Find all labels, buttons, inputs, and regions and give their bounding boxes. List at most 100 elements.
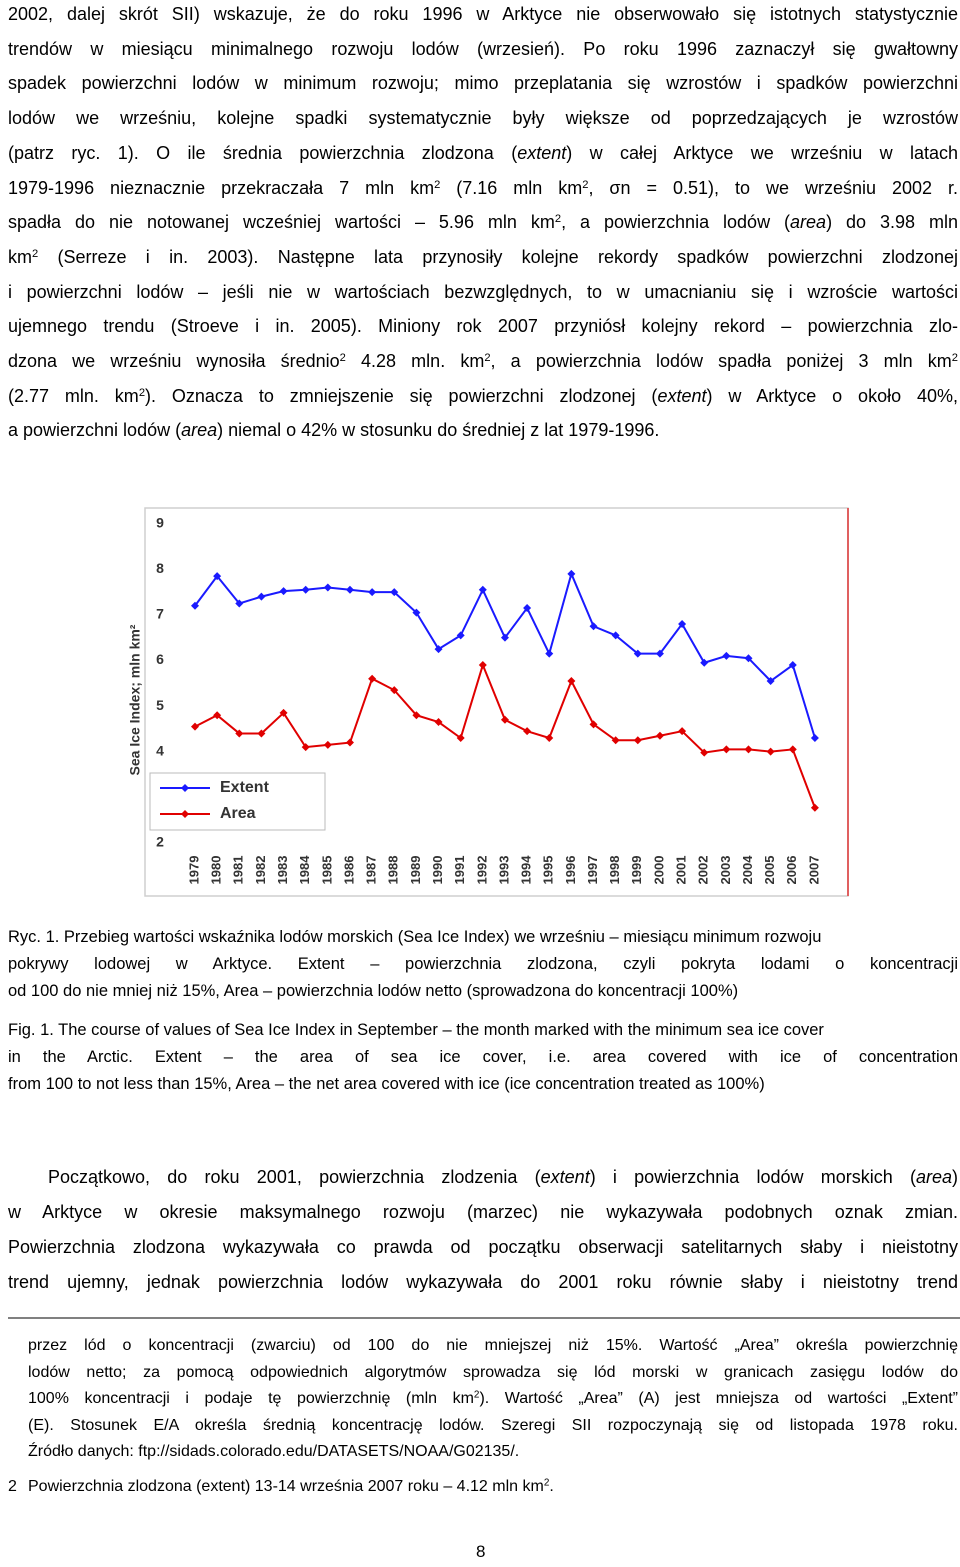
data-point: [213, 711, 222, 720]
superscript: 2: [951, 351, 958, 364]
data-point: [810, 734, 819, 742]
data-point: [589, 720, 598, 729]
x-tick-label: 1983: [275, 856, 290, 885]
data-point: [523, 727, 532, 736]
x-tick-label: 1988: [386, 856, 401, 885]
text: Powierzchnia zlodzona wykazywała co praw…: [8, 1237, 958, 1257]
text-line: przez lód o koncentracji (zwarciu) od 10…: [28, 1333, 958, 1360]
x-tick-label: 1985: [319, 856, 334, 885]
text: i powierzchni lodów – jeśli nie w wartoś…: [8, 281, 958, 302]
data-point: [279, 708, 288, 717]
x-tick-label: 2000: [651, 856, 666, 885]
data-point: [744, 745, 753, 754]
text: dzona we wrześniu wynosiła średnio: [8, 351, 340, 372]
text-line: from 100 to not less than 15%, Area – th…: [8, 1071, 958, 1098]
series-line: [194, 662, 816, 809]
superscript: 2: [138, 386, 146, 399]
y-tick-label: 6: [156, 651, 164, 667]
text-line: Ryc. 1. Przebieg wartości wskaźnika lodó…: [8, 924, 958, 951]
data-point: [368, 588, 377, 597]
data-point: [788, 745, 797, 754]
italic-text: area: [915, 1167, 952, 1187]
text: ). Wartość „Area” (A) jest mniejsza od w…: [479, 1390, 958, 1407]
chart-frame: [144, 507, 849, 897]
data-point: [678, 620, 687, 628]
text-line: spadła do nie notowanej wcześniej wartoś…: [8, 205, 958, 240]
text-line: trend ujemny, jednak powierzchnia lodów …: [8, 1265, 958, 1300]
data-point: [500, 633, 509, 642]
data-point: [700, 748, 709, 757]
x-tick-label: 2002: [696, 856, 711, 885]
text: (patrz ryc. 1). O ile średnia powierzchn…: [8, 142, 518, 163]
y-tick-label: 5: [156, 697, 164, 713]
legend-box: [149, 772, 326, 831]
text: ) niemal o 42% w stosunku do średniej z …: [217, 420, 660, 441]
data-point: [456, 631, 465, 640]
data-point: [655, 731, 664, 740]
x-tick-label: 1986: [341, 856, 356, 885]
data-point: [213, 572, 222, 581]
text: lodów we wrześniu, kolejne spadki system…: [8, 108, 958, 129]
text-line: pokrywy lodowej w Arktyce. Extent – powi…: [8, 951, 958, 978]
text: lodów netto; za pomocą odpowiednich algo…: [28, 1363, 958, 1381]
data-point: [478, 661, 487, 670]
data-point: [301, 585, 310, 594]
text: ujemnego trendu (Stroeve i in. 2005). Mi…: [8, 316, 958, 337]
text-line: Powierzchnia zlodzona wykazywała co praw…: [8, 1230, 958, 1265]
x-tick-label: 1979: [186, 856, 201, 885]
data-point: [434, 718, 443, 727]
data-point: [589, 622, 598, 631]
text: ) w Arktyce o około 40%,: [706, 385, 958, 406]
data-point: [301, 743, 310, 752]
paragraph: 2002, dalej skrót SII) wskazuje, że do r…: [8, 0, 958, 448]
data-point: [500, 715, 509, 724]
y-tick-label: 7: [156, 606, 164, 622]
legend-marker: [181, 810, 189, 818]
text: 1979-1996 nieznacznie przekraczała 7 mln…: [8, 177, 435, 198]
x-tick-label: 1997: [585, 856, 600, 885]
text: trendów w miesiącu minimalnego rozwoju l…: [8, 38, 958, 59]
text: Początkowo, do roku 2001, powierzchnia z…: [48, 1167, 541, 1187]
paragraph: Początkowo, do roku 2001, powierzchnia z…: [8, 1160, 958, 1300]
x-tick-label: 2003: [718, 856, 733, 885]
x-tick-label: 1996: [563, 856, 578, 885]
text: (E). Stosunek E/A określa średnią koncen…: [28, 1416, 958, 1434]
text: (2.77 mln. km: [8, 385, 139, 406]
superscript: 2: [582, 178, 589, 191]
superscript: 2: [339, 351, 346, 364]
text: w Arktyce w okresie maksymalnego rozwoju…: [8, 1202, 958, 1222]
x-tick-label: 1991: [452, 856, 467, 885]
text: trend ujemny, jednak powierzchnia lodów …: [8, 1272, 958, 1292]
text: 2002, dalej skrót SII) wskazuje, że do r…: [8, 4, 958, 24]
data-point: [545, 734, 554, 742]
data-point: [257, 592, 266, 601]
y-tick-label: 9: [156, 514, 164, 530]
page-number: 8: [476, 1542, 486, 1561]
data-point: [722, 745, 731, 754]
text: ) w całej Arktyce we wrześniu w latach: [566, 142, 958, 163]
data-point: [478, 585, 487, 594]
text: , σn = 0.51), to we wrześniu 2002 r.: [588, 177, 958, 198]
text: spadek powierzchni lodów w minimum rozwo…: [8, 73, 958, 94]
text-line: (E). Stosunek E/A określa średnią koncen…: [28, 1413, 958, 1440]
data-point: [434, 645, 443, 654]
x-tick-label: 1990: [430, 856, 445, 885]
y-tick-label: 4: [156, 742, 164, 758]
x-tick-label: 1994: [519, 855, 534, 885]
text-line: trendów w miesiącu minimalnego rozwoju l…: [8, 32, 958, 67]
text: Ryc. 1. Przebieg wartości wskaźnika lodó…: [8, 928, 822, 946]
data-point: [567, 677, 576, 685]
legend-label: Area: [220, 805, 256, 822]
x-tick-label: 2001: [674, 856, 689, 885]
text: , a powierzchnia lodów (: [561, 212, 791, 233]
data-point: [545, 649, 554, 658]
data-point: [390, 588, 399, 597]
y-tick-label: 3: [156, 788, 164, 804]
x-tick-label: 1995: [541, 856, 556, 885]
superscript: 2: [543, 1477, 550, 1489]
data-point: [345, 738, 354, 747]
text: ) do 3.98 mln: [826, 212, 958, 233]
superscript: 2: [434, 178, 441, 191]
data-point: [235, 599, 244, 608]
